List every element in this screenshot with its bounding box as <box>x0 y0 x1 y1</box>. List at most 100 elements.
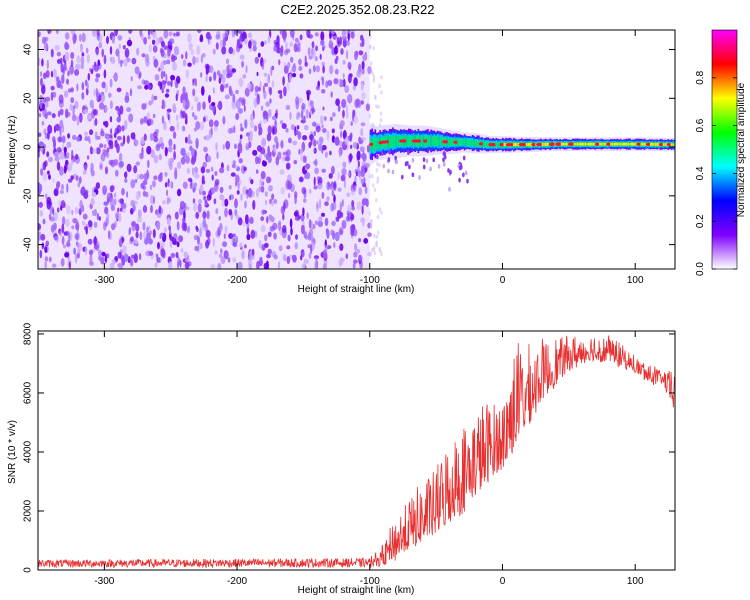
noise-speckle <box>283 86 287 97</box>
noise-speckle <box>218 223 223 232</box>
noise-speckle <box>129 88 133 97</box>
noise-speckle <box>143 116 148 123</box>
noise-speckle <box>188 134 191 144</box>
noise-speckle <box>205 229 211 238</box>
noise-speckle <box>244 244 247 249</box>
noise-speckle <box>142 185 146 191</box>
noise-speckle <box>187 62 192 67</box>
noise-speckle <box>322 263 327 269</box>
noise-speckle <box>186 226 190 234</box>
noise-speckle <box>285 41 288 49</box>
noise-speckle <box>131 220 137 227</box>
noise-speckle <box>42 103 45 111</box>
noise-speckle <box>142 221 146 231</box>
noise-speckle <box>54 44 60 51</box>
noise-speckle <box>338 150 342 158</box>
noise-speckle <box>235 236 239 244</box>
noise-speckle <box>269 98 272 104</box>
noise-speckle <box>295 100 300 110</box>
noise-speckle <box>222 33 225 38</box>
noise-speckle <box>214 120 219 127</box>
noise-speckle <box>44 101 49 108</box>
noise-speckle <box>153 136 159 143</box>
noise-speckle <box>87 114 92 120</box>
noise-speckle <box>183 251 189 258</box>
signal-band <box>377 137 380 149</box>
signal-band <box>640 142 643 146</box>
noise-speckle <box>80 55 85 66</box>
noise-speckle <box>354 243 358 252</box>
noise-speckle <box>229 195 232 201</box>
signal-band <box>374 138 377 150</box>
noise-speckle <box>325 80 329 88</box>
noise-speckle <box>240 123 243 128</box>
noise-speckle <box>56 161 61 171</box>
noise-speckle <box>190 49 195 56</box>
signal-band <box>587 142 590 146</box>
signal-peak <box>453 140 459 144</box>
signal-band <box>458 138 461 147</box>
signal-band <box>565 142 568 146</box>
noise-speckle <box>149 184 153 191</box>
signal-peak <box>368 142 374 146</box>
signal-band <box>626 142 628 146</box>
noise-speckle <box>315 45 318 52</box>
noise-speckle <box>44 113 48 119</box>
noise-speckle <box>299 73 304 79</box>
noise-speckle <box>342 72 345 79</box>
noise-speckle <box>166 189 168 197</box>
noise-speckle <box>156 256 161 264</box>
noise-speckle <box>85 225 88 235</box>
noise-speckle <box>134 238 138 245</box>
signal-band <box>578 142 580 146</box>
noise-speckle <box>74 206 79 215</box>
noise-speckle <box>247 32 253 39</box>
noise-speckle <box>347 33 350 42</box>
noise-speckle <box>92 64 95 71</box>
noise-speckle <box>176 221 180 231</box>
noise-speckle <box>81 205 85 213</box>
noise-speckle <box>138 72 141 80</box>
noise-speckle <box>350 121 353 126</box>
noise-speckle <box>168 160 173 171</box>
noise-speckle <box>242 185 247 196</box>
noise-speckle <box>347 73 352 84</box>
noise-speckle <box>52 68 57 79</box>
noise-speckle <box>200 121 204 131</box>
spectrogram-ytick-label: -20 <box>23 188 34 203</box>
noise-speckle <box>355 98 360 107</box>
noise-speckle <box>313 148 316 153</box>
noise-speckle <box>80 45 83 52</box>
noise-speckle <box>145 59 150 67</box>
noise-speckle <box>289 218 293 228</box>
noise-speckle <box>236 38 241 48</box>
signal-peak <box>666 142 672 147</box>
signal-band <box>438 137 440 146</box>
noise-speckle <box>375 168 379 173</box>
noise-speckle <box>350 224 355 233</box>
noise-speckle <box>61 216 66 226</box>
noise-speckle <box>66 205 71 215</box>
noise-speckle <box>59 230 62 237</box>
noise-speckle <box>222 69 227 75</box>
noise-speckle <box>48 256 52 263</box>
noise-speckle <box>353 77 358 87</box>
noise-speckle <box>109 78 113 88</box>
noise-speckle <box>73 247 76 255</box>
noise-speckle <box>310 234 314 242</box>
noise-speckle <box>302 135 308 141</box>
noise-speckle <box>194 80 198 87</box>
noise-speckle <box>145 191 149 198</box>
noise-speckle <box>314 32 319 37</box>
noise-speckle <box>367 66 372 75</box>
noise-speckle <box>333 78 339 85</box>
noise-speckle <box>162 60 167 65</box>
signal-band <box>525 143 528 147</box>
noise-speckle <box>39 98 43 109</box>
noise-speckle <box>130 76 133 82</box>
signal-band <box>650 142 652 146</box>
noise-speckle <box>59 151 65 160</box>
noise-speckle <box>130 258 134 267</box>
noise-speckle <box>261 209 266 216</box>
noise-speckle <box>213 71 217 81</box>
